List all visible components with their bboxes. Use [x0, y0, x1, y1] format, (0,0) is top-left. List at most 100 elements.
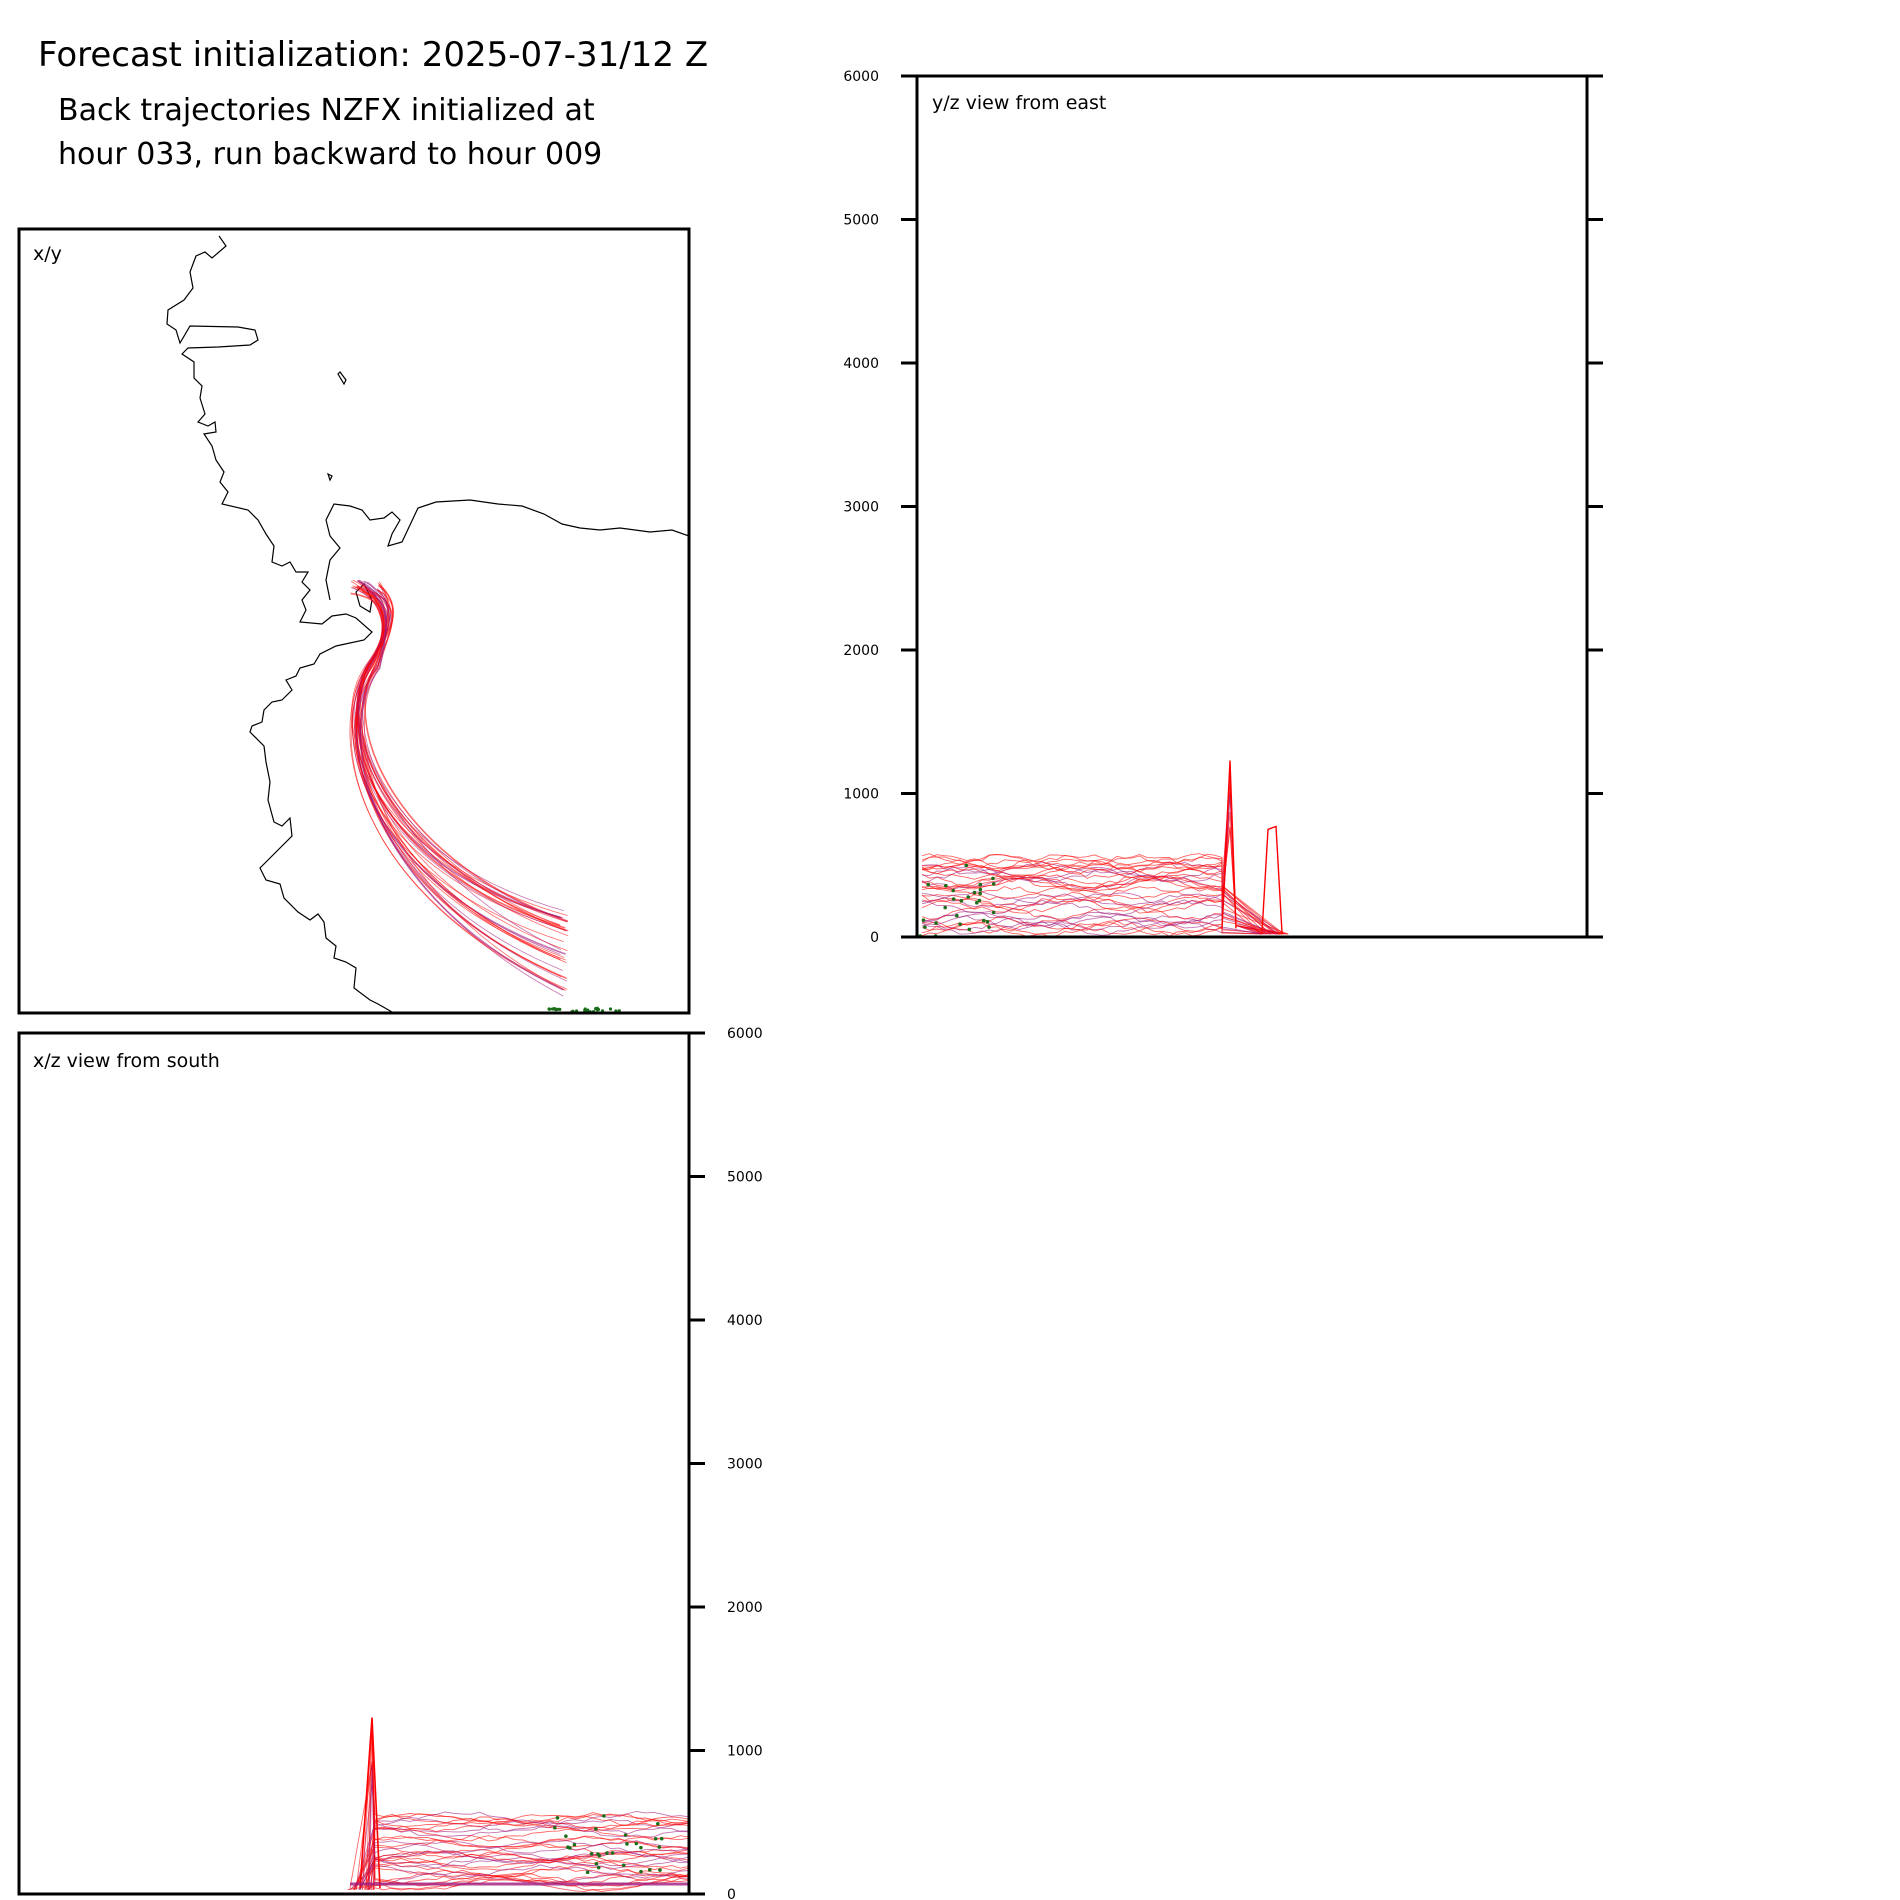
- xy-start-marker: [586, 1008, 590, 1012]
- yz-start-marker: [923, 925, 927, 929]
- yz-tick-label-3: 3000: [843, 500, 879, 516]
- xz-start-marker: [566, 1845, 570, 1849]
- yz-start-marker: [967, 927, 972, 932]
- xz-trajectory: [355, 1816, 689, 1890]
- figure-title: Forecast initialization: 2025-07-31/12 Z: [38, 35, 708, 75]
- yz-start-marker: [955, 913, 959, 918]
- xz-trajectory: [371, 1720, 689, 1890]
- xz-start-marker: [605, 1851, 609, 1855]
- yz-trajectory: [921, 891, 1265, 935]
- yz-trajectory: [921, 827, 1287, 935]
- coastline-north: [325, 499, 689, 601]
- xz-trajectory: [359, 1784, 689, 1890]
- xy-start-marker: [595, 1008, 599, 1012]
- xz-trajectory: [370, 1840, 689, 1890]
- yz-y-axis: 0 1000 2000 3000 4000 5000 6000: [843, 69, 1603, 946]
- xz-tick-label-3: 3000: [727, 1457, 763, 1473]
- yz-start-marker: [977, 898, 982, 903]
- xz-start-marker: [639, 1845, 643, 1850]
- yz-trajectory: [921, 767, 1262, 935]
- xy-trajectory: [355, 581, 568, 982]
- yz-start-marker: [951, 897, 956, 901]
- figure-subtitle-line1: Back trajectories NZFX initialized at: [58, 93, 595, 128]
- yz-trajectory: [921, 892, 1278, 935]
- xz-trajectory: [349, 1864, 689, 1891]
- yz-trajectory: [921, 920, 1264, 936]
- xz-trajectory: [367, 1719, 689, 1890]
- yz-trajectory: [921, 853, 1277, 935]
- yz-trajectories: [918, 760, 1289, 937]
- xz-start-marker: [625, 1842, 629, 1846]
- xy-start-marker: [583, 1007, 587, 1011]
- yz-start-marker: [978, 891, 982, 896]
- yz-trajectory: [921, 876, 1262, 935]
- xz-tick-label-4: 4000: [727, 1313, 763, 1329]
- yz-frame: [915, 74, 1589, 939]
- xy-trajectory: [352, 592, 568, 916]
- xy-trajectory: [351, 579, 567, 964]
- yz-start-marker: [926, 882, 931, 887]
- yz-panel-label: y/z view from east: [932, 92, 1106, 114]
- yz-spike: [1221, 760, 1283, 933]
- yz-start-marker: [921, 918, 926, 922]
- xz-trajectory: [371, 1877, 689, 1892]
- xy-trajectory: [354, 591, 566, 961]
- xz-start-marker: [594, 1827, 598, 1831]
- yz-trajectory: [921, 861, 1279, 935]
- yz-trajectory: [921, 913, 1262, 935]
- yz-trajectory: [921, 904, 1289, 935]
- yz-start-marker: [944, 883, 948, 888]
- xz-tick-label-6: 6000: [727, 1026, 763, 1042]
- xz-trajectory: [370, 1813, 689, 1890]
- xy-trajectories: [349, 579, 621, 1013]
- yz-tick-label-5: 5000: [843, 213, 879, 229]
- yz-start-marker: [934, 921, 938, 925]
- yz-trajectory: [921, 854, 1282, 935]
- yz-trajectory: [921, 886, 1289, 935]
- yz-tick-label-4: 4000: [843, 356, 879, 372]
- xy-start-marker: [617, 1009, 621, 1013]
- xz-trajectory: [364, 1857, 689, 1890]
- yz-trajectory: [921, 866, 1262, 935]
- figure-subtitle-line2: hour 033, run backward to hour 009: [58, 137, 602, 172]
- xz-start-marker: [623, 1833, 628, 1837]
- xz-start-marker: [597, 1853, 602, 1858]
- yz-trajectory: [921, 781, 1270, 935]
- xz-start-marker: [572, 1842, 577, 1847]
- xz-trajectory: [355, 1761, 689, 1890]
- yz-start-marker: [958, 922, 962, 926]
- xz-frame: [17, 1031, 691, 1896]
- xy-trajectory: [362, 588, 561, 950]
- xz-tick-label-0: 0: [727, 1887, 736, 1900]
- yz-start-marker: [943, 905, 947, 910]
- yz-trajectory: [921, 899, 1272, 935]
- xz-start-marker: [634, 1841, 639, 1846]
- yz-trajectory: [921, 794, 1272, 935]
- xz-start-marker: [658, 1868, 662, 1872]
- xz-trajectory: [350, 1867, 689, 1891]
- xy-trajectory: [359, 591, 562, 978]
- yz-trajectory: [921, 920, 1283, 937]
- yz-tick-label-2: 2000: [843, 643, 879, 659]
- xz-trajectories: [347, 1717, 689, 1892]
- coastline: [166, 235, 393, 1013]
- xz-trajectory: [361, 1721, 689, 1890]
- yz-trajectory: [921, 859, 1276, 935]
- xz-start-marker: [594, 1861, 599, 1866]
- xy-trajectory: [360, 580, 564, 912]
- xy-panel-label: x/y: [33, 243, 62, 265]
- yz-tick-label-6: 6000: [843, 69, 879, 85]
- island: [326, 371, 373, 613]
- xz-trajectory: [366, 1819, 689, 1890]
- yz-start-marker: [978, 887, 983, 892]
- xz-start-marker: [621, 1863, 626, 1868]
- xz-start-marker: [657, 1845, 662, 1849]
- yz-start-marker: [964, 863, 969, 868]
- yz-start-marker: [991, 882, 996, 886]
- xz-tick-label-5: 5000: [727, 1170, 763, 1186]
- xz-plot-area: [347, 1717, 689, 1892]
- xy-start-marker: [547, 1007, 551, 1011]
- xz-start-marker: [585, 1870, 590, 1875]
- xy-start-marker: [558, 1007, 562, 1011]
